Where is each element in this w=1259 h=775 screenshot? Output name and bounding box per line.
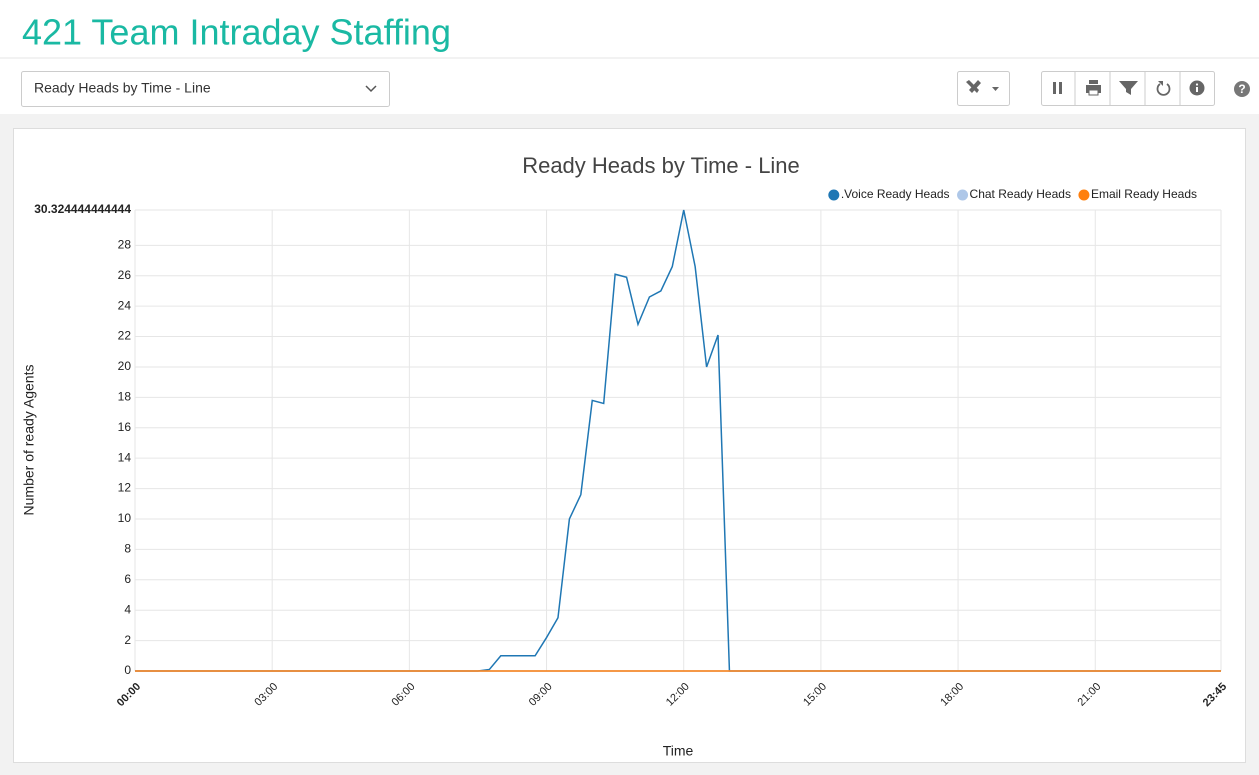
info-button[interactable] [1189,80,1205,96]
y-tick-label: 2 [124,633,131,647]
y-tick-label: 10 [118,511,132,525]
y-tick-label: 22 [118,329,132,343]
y-tick-label: 12 [118,481,132,495]
chevron [365,85,377,93]
pause-button[interactable] [1053,82,1062,94]
legend-label: .Voice Ready Heads [841,187,950,201]
help-button[interactable]: ? [1234,81,1250,97]
legend-marker [957,189,969,201]
tools-icon [966,80,981,93]
y-tick-label: 16 [118,420,132,434]
chart-panel [13,128,1246,763]
y-tick-label: 20 [118,359,132,373]
refresh-button[interactable] [1156,81,1171,96]
legend: Email Ready Heads Chat Ready Heads .Voice … [828,187,1197,201]
y-tick-label: 28 [118,238,132,252]
y-tick-label: 26 [118,268,132,282]
action-group [1041,71,1215,106]
chart-title: Ready Heads by Time - Line [522,153,800,178]
select-box[interactable] [21,71,390,107]
legend-label: Email Ready Heads [1091,187,1197,201]
x-axis-label: Time [663,743,694,759]
legend-item: Email Ready Heads [1078,187,1197,201]
y-tick-label: 14 [118,450,132,464]
button-frame[interactable] [957,71,1010,106]
legend-marker [1078,189,1090,201]
page-title: 421 Team Intraday Staffing [22,12,451,53]
legend-label: Chat Ready Heads [970,187,1071,201]
legend-item: .Voice Ready Heads [828,187,950,201]
legend-item: Chat Ready Heads [957,187,1071,201]
y-tick-label: 4 [124,602,131,616]
y-tick-label: 18 [118,390,132,404]
y-axis-label: Number of ready Agents [21,365,37,516]
y-tick-label: 30.324444444444 [34,202,131,216]
y-tick-label: 6 [124,572,131,586]
help-label[interactable]: ? [1238,82,1245,96]
print-button[interactable] [1086,80,1101,96]
help-circle[interactable] [1234,81,1250,97]
series-line [135,209,1221,672]
select-text[interactable]: Ready Heads by Time - Line [34,80,211,96]
y-tick-label: 8 [124,542,131,556]
chart: Ready Heads by Time - Line Time Number o… [21,153,1229,759]
report-select[interactable]: Ready Heads by Time - Line [21,71,390,107]
y-tick-label: 24 [118,298,132,312]
caret [992,87,999,91]
tools-button[interactable] [957,71,1010,106]
filter-button[interactable] [1119,81,1138,95]
y-tick-label: 0 [124,663,131,677]
legend-marker [828,189,840,201]
